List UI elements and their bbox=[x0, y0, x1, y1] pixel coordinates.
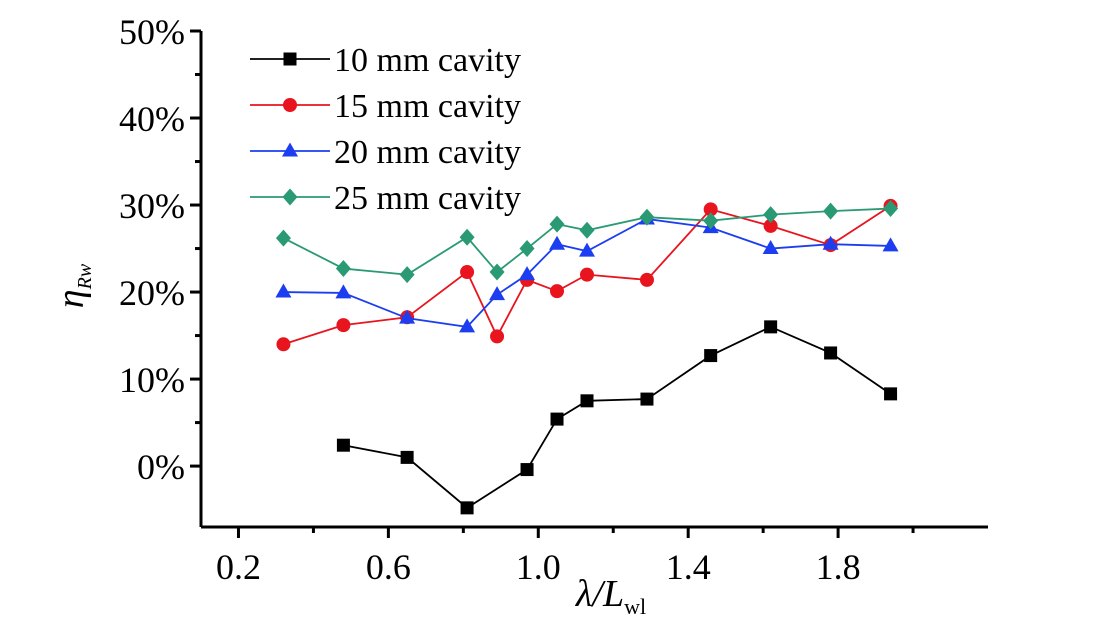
data-point bbox=[883, 200, 899, 218]
data-point bbox=[579, 242, 596, 257]
series-line bbox=[283, 207, 891, 276]
data-point bbox=[399, 309, 416, 324]
data-point bbox=[703, 202, 718, 217]
data-point bbox=[519, 240, 535, 258]
data-point bbox=[882, 237, 899, 252]
series-1 bbox=[336, 320, 898, 515]
y-tick-label: 20% bbox=[119, 273, 185, 313]
data-point bbox=[335, 284, 352, 299]
data-point bbox=[275, 283, 292, 298]
data-point bbox=[822, 235, 839, 250]
data-point bbox=[520, 463, 534, 477]
series-layer bbox=[275, 198, 899, 515]
axes: 0% 10% 20% 30% 40% 50% 0.2 0.6 1.0 1.4 1.8 bbox=[119, 12, 988, 587]
data-point bbox=[460, 501, 474, 515]
legend-label: 25 mm cavity bbox=[334, 180, 521, 217]
legend-entry: 10 mm cavity bbox=[250, 42, 521, 79]
series-4 bbox=[275, 200, 899, 284]
data-point bbox=[640, 392, 654, 406]
x-tick-label: 0.6 bbox=[366, 547, 411, 587]
data-point bbox=[763, 218, 778, 233]
data-point bbox=[336, 438, 350, 452]
data-point bbox=[549, 235, 566, 250]
legend-entry: 20 mm cavity bbox=[250, 134, 521, 171]
series-2 bbox=[276, 198, 898, 352]
data-point bbox=[490, 329, 505, 344]
x-tick-label: 1.8 bbox=[816, 547, 861, 587]
axis-labels: ηRw λ/Lwl bbox=[50, 263, 646, 619]
x-axis-label: λ/Lwl bbox=[575, 573, 646, 619]
legend-entry: 25 mm cavity bbox=[250, 180, 521, 217]
data-point bbox=[639, 208, 655, 226]
data-point bbox=[459, 318, 476, 333]
data-point bbox=[762, 240, 779, 255]
y-tick-label: 50% bbox=[119, 12, 185, 52]
data-point bbox=[550, 284, 565, 299]
data-point bbox=[519, 266, 536, 281]
legend-label: 10 mm cavity bbox=[334, 42, 521, 79]
data-point bbox=[823, 202, 839, 220]
data-point bbox=[579, 221, 595, 239]
y-tick-label: 10% bbox=[119, 360, 185, 400]
data-point bbox=[335, 260, 351, 278]
y-axis-label-subscript: Rw bbox=[74, 263, 96, 290]
data-point bbox=[580, 267, 595, 282]
data-point bbox=[336, 318, 351, 333]
data-point bbox=[399, 266, 415, 284]
data-point bbox=[639, 272, 654, 287]
legend-entry: 15 mm cavity bbox=[250, 88, 521, 125]
y-tick-label: 0% bbox=[137, 447, 185, 487]
data-point bbox=[763, 206, 779, 224]
legend-marker bbox=[283, 98, 297, 112]
data-point bbox=[489, 263, 505, 281]
series-line bbox=[343, 325, 892, 509]
y-axis-label: ηRw bbox=[50, 263, 96, 308]
data-point bbox=[400, 450, 414, 464]
legend-label: 20 mm cavity bbox=[334, 134, 521, 171]
data-point bbox=[275, 229, 291, 247]
data-point bbox=[549, 215, 565, 233]
y-tick-label: 30% bbox=[119, 186, 185, 226]
data-point bbox=[580, 394, 594, 408]
data-point bbox=[489, 286, 506, 301]
data-point bbox=[459, 228, 475, 246]
x-tick-label: 1.0 bbox=[516, 547, 561, 587]
x-axis-label-subscript: wl bbox=[624, 594, 646, 619]
data-point bbox=[460, 265, 475, 280]
data-point bbox=[703, 212, 719, 230]
data-point bbox=[704, 349, 718, 363]
legend-marker bbox=[282, 188, 298, 206]
data-point bbox=[884, 387, 898, 401]
y-tick-label: 40% bbox=[119, 99, 185, 139]
data-point bbox=[550, 412, 564, 426]
legend-marker bbox=[282, 142, 298, 157]
data-point bbox=[764, 320, 778, 334]
data-point bbox=[824, 346, 838, 360]
x-tick-label: 0.2 bbox=[216, 547, 261, 587]
legend-marker bbox=[283, 52, 297, 66]
data-point bbox=[276, 337, 291, 352]
series-3 bbox=[275, 210, 899, 333]
legend: 10 mm cavity 15 mm cavity 20 mm cavity 25 m… bbox=[250, 42, 521, 217]
x-tick-label: 1.4 bbox=[666, 547, 711, 587]
legend-label: 15 mm cavity bbox=[334, 88, 521, 125]
